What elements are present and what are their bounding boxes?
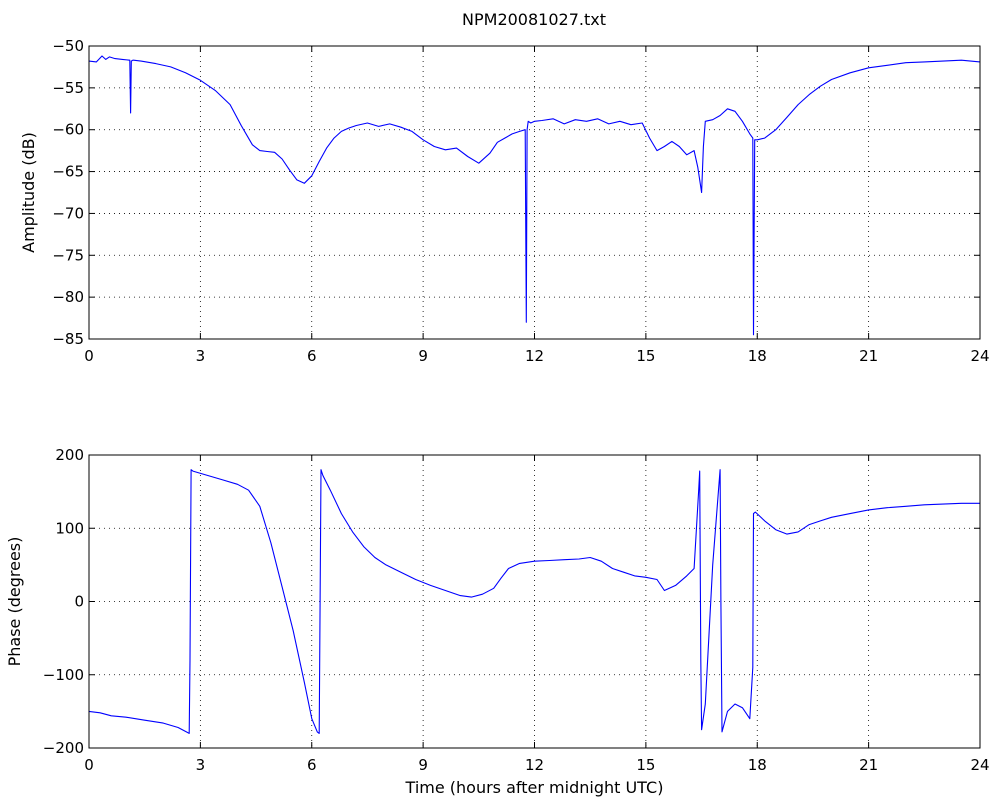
phase-x-tick-label: 0 — [84, 756, 94, 774]
phase-x-axis-label: Time (hours after midnight UTC) — [405, 778, 664, 797]
amplitude-y-tick-label: −55 — [52, 79, 84, 97]
phase-x-tick-label: 21 — [859, 756, 878, 774]
amplitude-plot: 0 3 6 9 12 15 18 21 24 −85 −80 −75 −70 −65 −60 −55 −50 Am… — [19, 37, 990, 365]
amplitude-x-tick-label: 6 — [307, 347, 317, 365]
phase-y-tick-label: 200 — [55, 446, 84, 464]
phase-y-tick-label: −200 — [43, 739, 84, 757]
amplitude-y-tick-label: −80 — [52, 288, 84, 306]
amplitude-x-tick-label: 21 — [859, 347, 878, 365]
amplitude-x-tick-label: 0 — [84, 347, 94, 365]
phase-x-tick-label: 3 — [196, 756, 206, 774]
amplitude-x-tick-label: 12 — [525, 347, 544, 365]
phase-x-tick-label: 18 — [748, 756, 767, 774]
phase-y-tick-label: 0 — [74, 593, 84, 611]
phase-x-tick-label: 9 — [418, 756, 428, 774]
phase-plot: 0 3 6 9 12 15 18 21 24 −200 −100 0 100 200 Phase (degr… — [5, 446, 990, 797]
amplitude-y-tick-label: −50 — [52, 37, 84, 55]
phase-x-tick-label: 24 — [970, 756, 989, 774]
amplitude-x-tick-label: 9 — [418, 347, 428, 365]
phase-y-tick-label: −100 — [43, 666, 84, 684]
chart-title: NPM20081027.txt — [462, 10, 606, 29]
amplitude-y-tick-label: −70 — [52, 204, 84, 222]
amplitude-x-tick-label: 24 — [970, 347, 989, 365]
phase-x-tick-label: 15 — [636, 756, 655, 774]
phase-y-axis-label: Phase (degrees) — [5, 537, 24, 667]
phase-x-tick-label: 6 — [307, 756, 317, 774]
amplitude-y-axis-label: Amplitude (dB) — [19, 132, 38, 253]
amplitude-y-tick-label: −75 — [52, 246, 84, 264]
phase-x-tick-label: 12 — [525, 756, 544, 774]
amplitude-x-tick-label: 18 — [748, 347, 767, 365]
amplitude-x-tick-label: 3 — [196, 347, 206, 365]
amplitude-x-tick-label: 15 — [636, 347, 655, 365]
amplitude-series-line — [88, 55, 981, 336]
amplitude-y-tick-label: −85 — [52, 330, 84, 348]
phase-series-line — [88, 469, 980, 734]
amplitude-plot-area — [89, 46, 980, 339]
amplitude-y-tick-label: −60 — [52, 121, 84, 139]
amplitude-y-tick-label: −65 — [52, 163, 84, 181]
phase-y-tick-label: 100 — [55, 519, 84, 537]
